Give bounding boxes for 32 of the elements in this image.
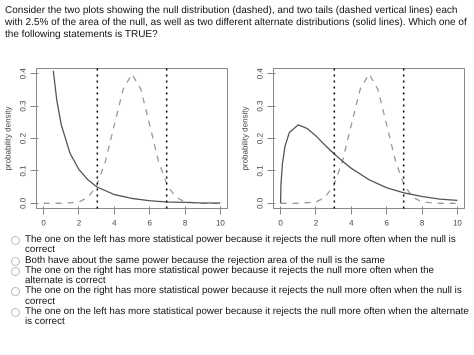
line-series bbox=[280, 124, 458, 204]
y-tick-label: 0.4 bbox=[256, 68, 264, 80]
text: Both have about the same power because the rejection area of the null is the same bbox=[25, 254, 385, 266]
y-tick-label: 0.1 bbox=[18, 164, 28, 176]
text: The one on the right has more statistical power because it rejects the null more often when the alternate is correct bbox=[25, 264, 435, 286]
x-tick-label: 4 bbox=[349, 218, 354, 228]
y-axis-title: probability density bbox=[4, 106, 12, 171]
line-series bbox=[280, 73, 458, 204]
text: The one on the left has more statistical power because it rejects the null more often when the null is correct bbox=[25, 234, 457, 256]
x-tick-label: 0 bbox=[278, 218, 284, 228]
x-tick-label: 6 bbox=[384, 218, 390, 228]
text: The one on the left has more statistical power because it rejects the null more often when the alternate is correct bbox=[25, 306, 470, 328]
y-tick-label: 0.0 bbox=[256, 197, 264, 209]
x-tick-label: 10 bbox=[452, 218, 462, 228]
x-tick-label: 2 bbox=[314, 218, 319, 228]
y-tick-label: 0.2 bbox=[18, 132, 28, 144]
x-tick-label: 10 bbox=[216, 218, 226, 228]
y-tick-label: 0.4 bbox=[18, 68, 28, 80]
x-tick-label: 2 bbox=[76, 218, 82, 228]
x-tick-label: 8 bbox=[182, 218, 188, 228]
x-tick-label: 6 bbox=[147, 218, 152, 228]
y-tick-label: 0.0 bbox=[18, 197, 28, 209]
y-tick-label: 0.3 bbox=[256, 100, 264, 112]
y-tick-label: 0.1 bbox=[256, 164, 264, 176]
y-tick-label: 0.2 bbox=[256, 132, 264, 144]
text: The one on the right has more statistical power because it rejects the null more often when the null is correct bbox=[25, 285, 462, 307]
y-tick-label: 0.3 bbox=[18, 100, 28, 112]
x-tick-label: 8 bbox=[420, 218, 425, 228]
y-axis-title: probability density bbox=[240, 106, 250, 171]
chart-title: Consider the two plots showing the null distribution (dashed), and two tails (dashed vertical lines) each with 2.5% of the area of the null, as well as two different alternate distributions (solid lines). Which one of the following statements is TRUE? bbox=[5, 5, 468, 41]
x-tick-label: 0 bbox=[41, 218, 46, 228]
x-tick-label: 4 bbox=[112, 218, 118, 228]
